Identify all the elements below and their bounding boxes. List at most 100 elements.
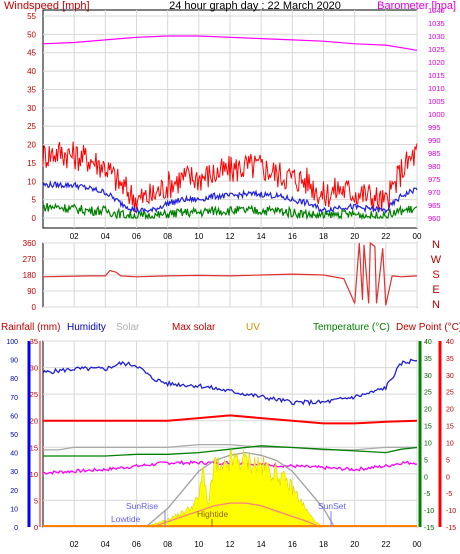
rain-tick-label: 25: [30, 390, 38, 399]
direction-tick-label: 90: [27, 287, 36, 296]
legend-entry: Temperature (°C): [313, 322, 390, 333]
x-tick-label: 00: [413, 232, 422, 241]
compass-label: S: [432, 269, 439, 281]
barometer-tick-label: 1035: [428, 19, 445, 28]
x-tick-label: 06: [132, 540, 141, 549]
x-tick-label: 14: [257, 540, 266, 549]
dewpoint-tick-label: 40: [446, 339, 454, 346]
windspeed-tick-label: 10: [27, 177, 36, 186]
dewpoint-tick-label: 20: [446, 407, 454, 414]
temperature-tick-label: 25: [424, 390, 432, 397]
temperature-tick-label: 35: [424, 356, 432, 363]
dewpoint-tick-label: 30: [446, 373, 454, 380]
temperature-series: [43, 445, 418, 457]
dewpoint-tick-label: 0: [446, 474, 450, 481]
rain-tick-label: 5: [34, 496, 38, 505]
barometer-tick-label: 970: [428, 188, 441, 197]
barometer-series: [42, 35, 418, 51]
windspeed-axis-label: Windspeed [mph]: [4, 0, 90, 12]
humidity-tick-label: 40: [10, 451, 18, 458]
temperature-tick-label: 40: [424, 339, 432, 346]
x-tick-label: 00: [413, 540, 422, 549]
wind-direction-series: [42, 241, 418, 306]
windspeed-tick-label: 55: [27, 12, 36, 21]
x-tick-label: 12: [226, 540, 235, 549]
temperature-tick-label: -10: [424, 508, 434, 515]
solar-series: [43, 443, 417, 451]
humidity-tick-label: 90: [10, 358, 18, 365]
windspeed-tick-label: 25: [27, 122, 36, 131]
windspeed-tick-label: 35: [27, 85, 36, 94]
dewpoint-tick-label: 15: [446, 424, 454, 431]
event-annotation: Hightide: [197, 509, 228, 519]
rain-tick-label: 0: [34, 523, 38, 532]
barometer-tick-label: 1000: [428, 110, 445, 119]
x-tick-label: 04: [101, 232, 110, 241]
x-tick-label: 18: [319, 232, 328, 241]
x-tick-label: 10: [194, 232, 203, 241]
event-annotation: SunRise: [126, 501, 158, 511]
barometer-tick-label: 995: [428, 123, 441, 132]
humidity-tick-label: 0: [14, 525, 18, 532]
temperature-tick-label: 20: [424, 407, 432, 414]
rain-series: [43, 414, 418, 425]
humidity-series: [42, 358, 418, 407]
humidity-tick-label: 20: [10, 488, 18, 495]
direction-tick-label: 180: [23, 271, 37, 280]
temperature-tick-label: 0: [424, 474, 428, 481]
x-tick-label: 04: [101, 540, 110, 549]
average-series: [42, 180, 418, 215]
legend-entry: Dew Point (°C): [396, 322, 460, 333]
legend-entry: Rainfall (mm): [1, 322, 60, 333]
x-tick-label: 06: [132, 232, 141, 241]
rain-tick-label: 10: [30, 470, 38, 479]
dewpoint-tick-label: 25: [446, 390, 454, 397]
legend-entry: Solar: [116, 322, 140, 333]
humidity-tick-label: 70: [10, 395, 18, 402]
solar-area: [145, 449, 325, 528]
barometer-tick-label: 1025: [428, 45, 445, 54]
x-tick-label: 20: [350, 232, 359, 241]
compass-label: W: [431, 254, 442, 266]
x-tick-label: 12: [226, 232, 235, 241]
barometer-tick-label: 975: [428, 175, 441, 184]
rain-tick-label: 35: [30, 337, 38, 346]
humidity-tick-label: 100: [6, 339, 18, 346]
barometer-tick-label: 980: [428, 162, 441, 171]
temperature-tick-label: 30: [424, 373, 432, 380]
temperature-panel: 02 04 06 08 10 12 14 16 18 20 22 00 010203040506070…: [1, 322, 460, 549]
legend-entry: UV: [246, 322, 260, 333]
lull-series: [42, 202, 418, 221]
dewpoint-tick-label: -5: [446, 491, 452, 498]
humidity-tick-label: 30: [10, 469, 18, 476]
rain-tick-label: 30: [30, 364, 38, 373]
windspeed-tick-label: 15: [27, 159, 36, 168]
x-tick-label: 20: [350, 540, 359, 549]
x-tick-label: 16: [288, 540, 297, 549]
barometer-tick-label: 1040: [428, 6, 445, 15]
compass-label: N: [432, 299, 440, 311]
dewpoint-tick-label: 35: [446, 356, 454, 363]
windspeed-tick-label: 45: [27, 49, 36, 58]
dewpoint-tick-label: 5: [446, 457, 450, 464]
x-tick-label: 08: [163, 232, 172, 241]
barometer-tick-label: 1010: [428, 84, 445, 93]
temperature-tick-label: 10: [424, 440, 432, 447]
compass-label: N: [432, 239, 440, 251]
x-tick-label: 22: [381, 232, 390, 241]
chart-title: 24 hour graph day : 22 March 2020: [169, 0, 341, 12]
humidity-tick-label: 50: [10, 432, 18, 439]
direction-tick-label: 270: [23, 255, 37, 264]
temperature-tick-label: 5: [424, 457, 428, 464]
x-tick-label: 14: [257, 232, 266, 241]
x-tick-label: 08: [163, 540, 172, 549]
x-tick-label: 22: [381, 540, 390, 549]
windspeed-tick-label: 50: [27, 30, 36, 39]
barometer-tick-label: 990: [428, 136, 441, 145]
humidity-tick-label: 80: [10, 376, 18, 383]
compass-label: E: [432, 284, 439, 296]
uv-series: [151, 502, 321, 528]
windspeed-tick-label: 30: [27, 104, 36, 113]
